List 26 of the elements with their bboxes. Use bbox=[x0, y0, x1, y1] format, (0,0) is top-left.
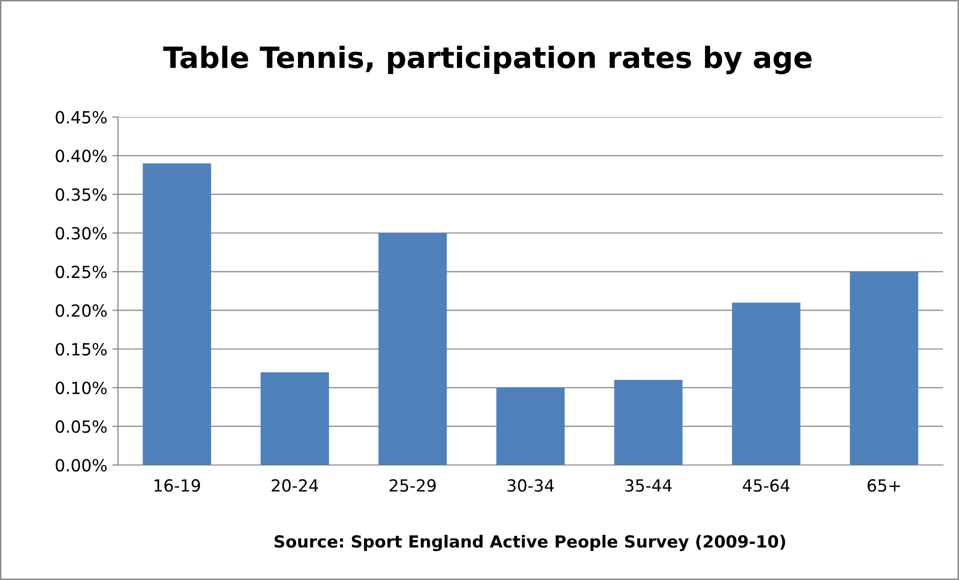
x-tick-label: 45-64 bbox=[742, 479, 790, 492]
source-note: Source: Sport England Active People Survey (2009-10) bbox=[274, 534, 786, 552]
bar bbox=[732, 302, 800, 465]
y-tick-label: 0.25% bbox=[56, 266, 107, 278]
y-tick-label: 0.40% bbox=[56, 150, 107, 162]
x-tick-label: 25-29 bbox=[390, 479, 436, 492]
bar bbox=[142, 163, 212, 465]
x-tick-label: 20-24 bbox=[272, 479, 318, 492]
x-tick-label: 35-44 bbox=[625, 479, 672, 492]
y-tick-label: 0.35% bbox=[56, 188, 107, 201]
y-tick-label: 0.05% bbox=[56, 420, 107, 433]
y-tick-label: 0.00% bbox=[56, 458, 107, 472]
bar bbox=[496, 388, 565, 465]
x-tick-label: 30-34 bbox=[508, 479, 554, 492]
chart-title: Table Tennis, participation rates by age bbox=[163, 46, 812, 74]
bar bbox=[260, 372, 329, 465]
bar bbox=[850, 272, 918, 465]
y-tick-label: 0.15% bbox=[56, 342, 107, 356]
bar bbox=[378, 233, 447, 465]
y-tick-label: 0.30% bbox=[56, 226, 107, 240]
x-tick-label: 65+ bbox=[868, 479, 900, 492]
bar bbox=[614, 380, 683, 465]
y-tick-label: 0.10% bbox=[56, 382, 107, 394]
x-tick-label: 16-19 bbox=[154, 479, 200, 492]
y-tick-label: 0.45% bbox=[56, 110, 107, 124]
y-tick-label: 0.20% bbox=[56, 304, 107, 317]
